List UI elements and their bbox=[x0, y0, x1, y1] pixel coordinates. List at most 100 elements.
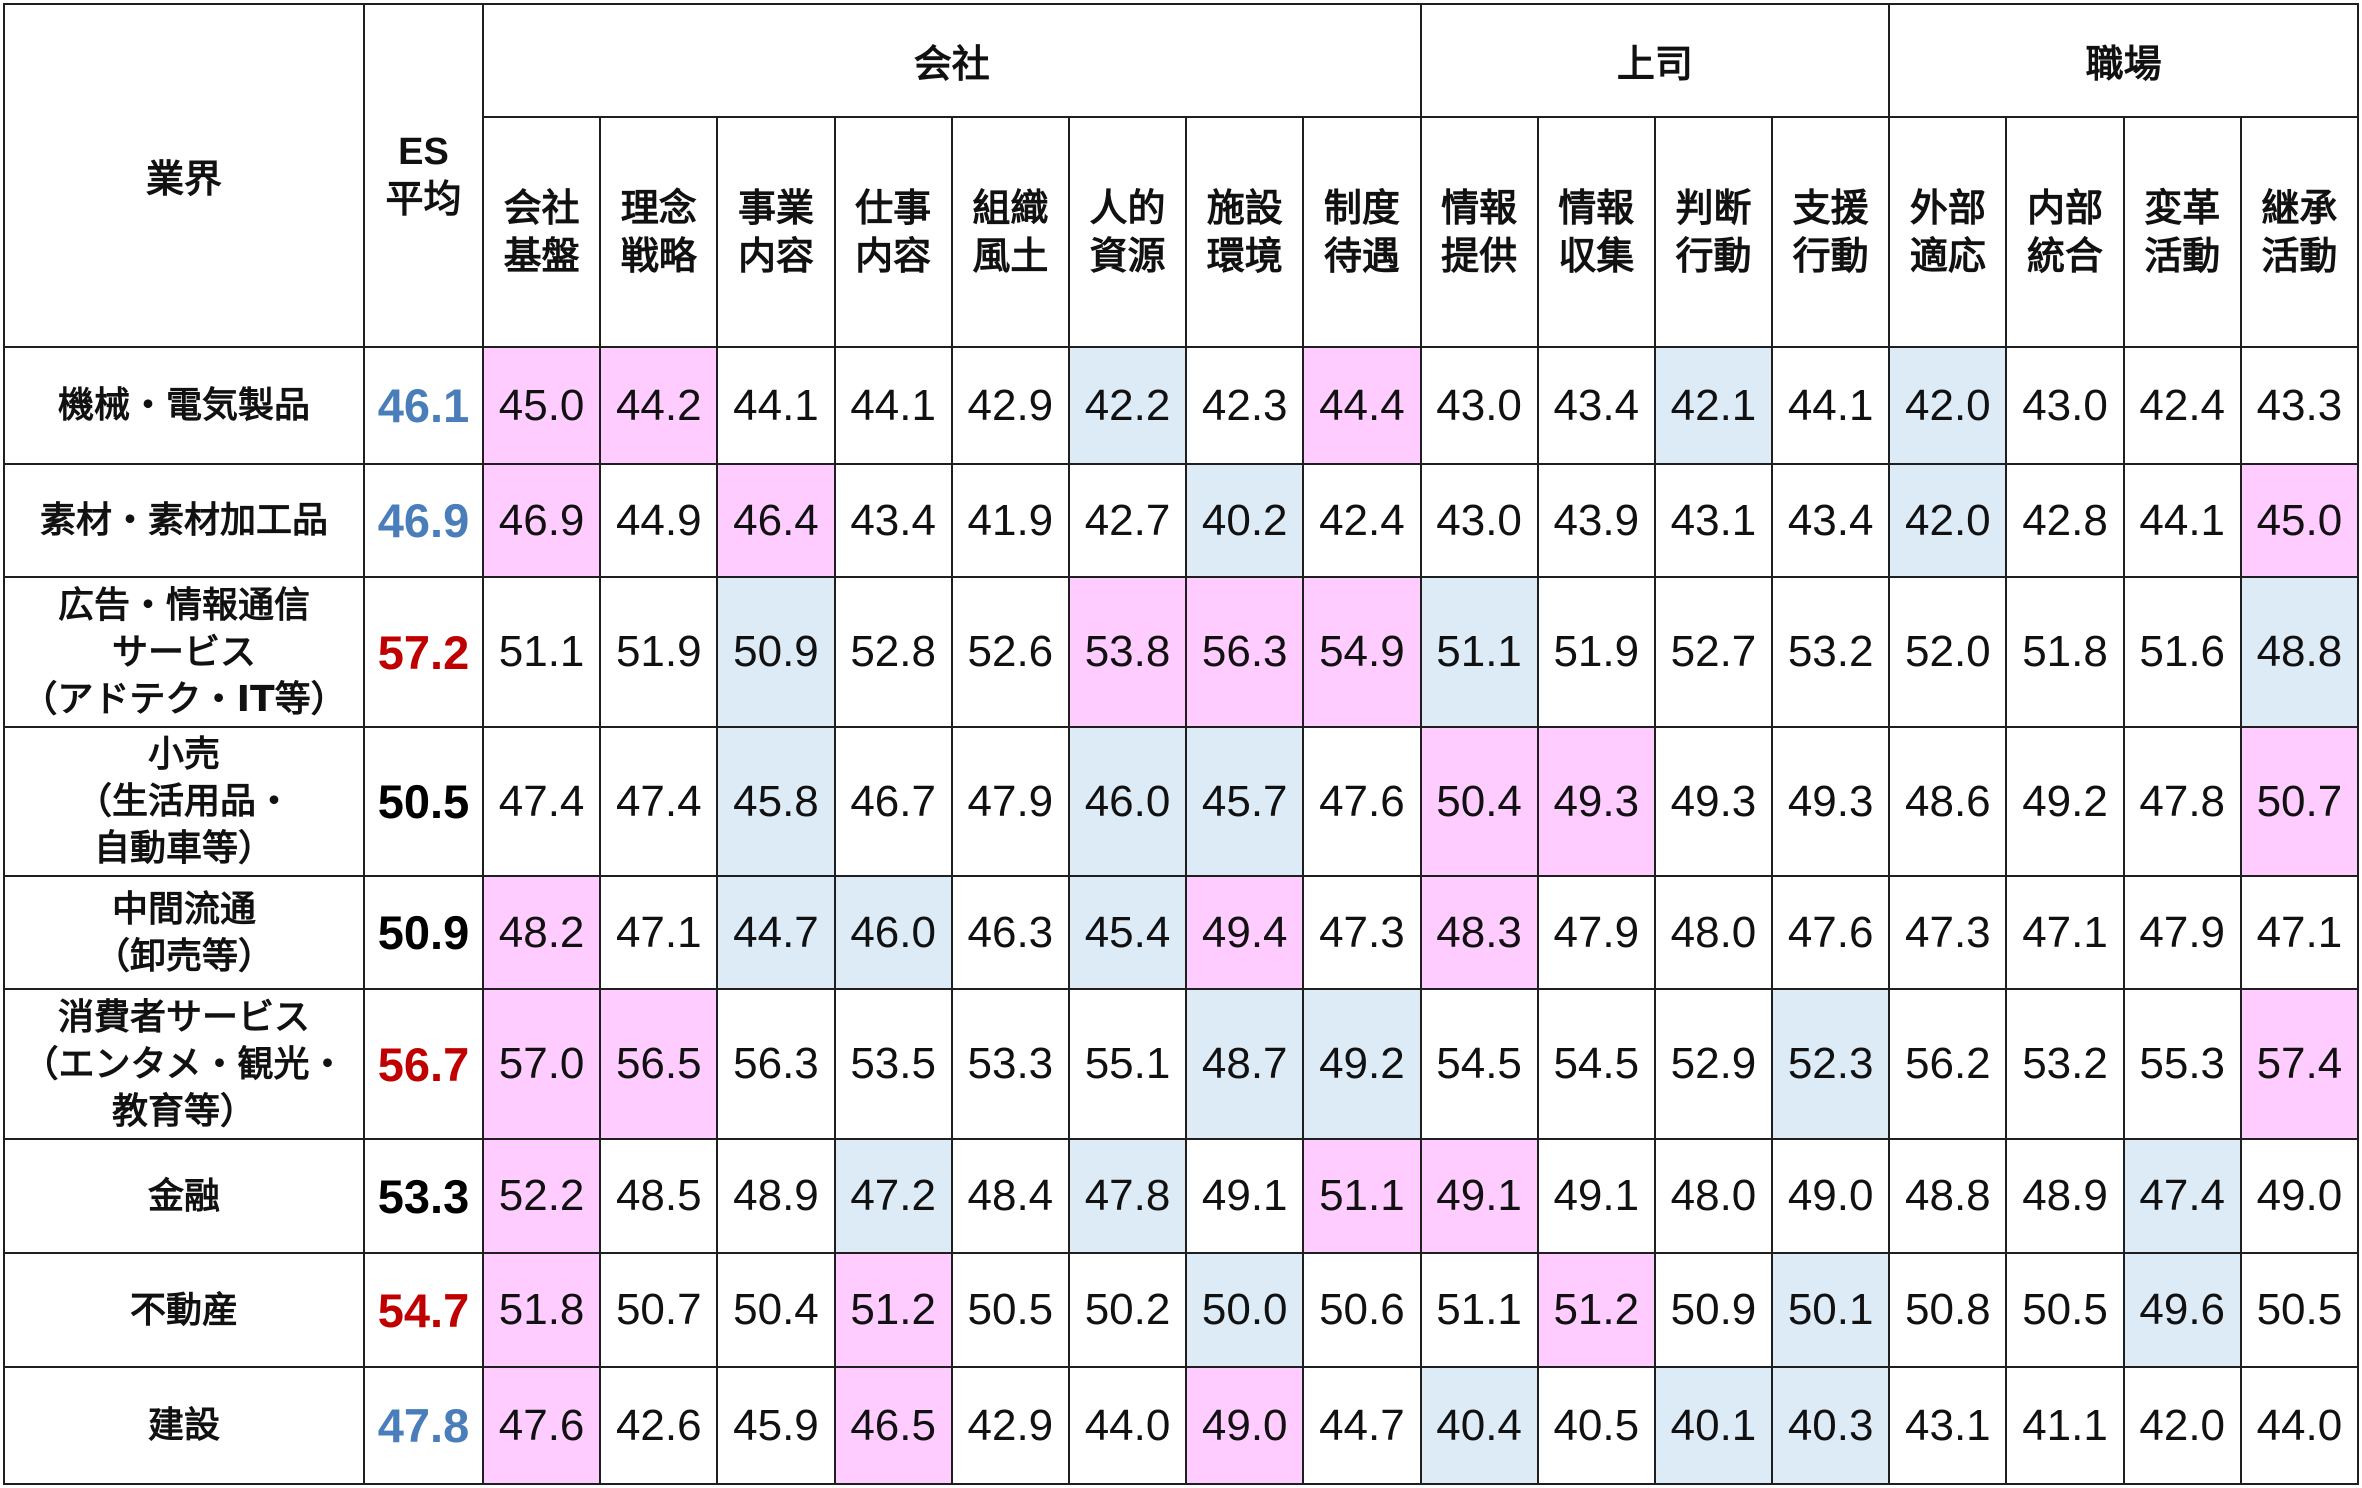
score-cell: 47.9 bbox=[1536, 875, 1656, 990]
score-cell: 48.4 bbox=[950, 1138, 1070, 1254]
group-header-row: 業界 ES 平均 会社 上司 職場 bbox=[3, 3, 2359, 348]
es-average-value: 50.9 bbox=[363, 875, 484, 990]
es-average-value: 46.1 bbox=[363, 346, 484, 465]
score-cell: 45.8 bbox=[716, 726, 836, 877]
score-cell: 47.4 bbox=[2122, 1138, 2242, 1254]
score-cell: 56.5 bbox=[599, 988, 719, 1140]
score-cell: 48.3 bbox=[1419, 875, 1539, 990]
score-cell: 50.7 bbox=[599, 1252, 719, 1368]
score-cell: 43.0 bbox=[1419, 463, 1539, 578]
column-header: 施設 環境 bbox=[1185, 116, 1305, 348]
score-cell: 46.7 bbox=[833, 726, 953, 877]
score-cell: 47.3 bbox=[1888, 875, 2008, 990]
score-cell: 44.7 bbox=[716, 875, 836, 990]
score-cell: 46.0 bbox=[833, 875, 953, 990]
score-cell: 50.8 bbox=[1888, 1252, 2008, 1368]
score-cell: 55.3 bbox=[2122, 988, 2242, 1140]
score-cell: 53.2 bbox=[1771, 576, 1891, 728]
score-cell: 51.1 bbox=[1419, 576, 1539, 728]
industry-label: 不動産 bbox=[3, 1252, 365, 1368]
score-cell: 41.9 bbox=[950, 463, 1070, 578]
score-cell: 45.0 bbox=[481, 346, 602, 465]
score-cell: 50.1 bbox=[1771, 1252, 1891, 1368]
score-cell: 43.1 bbox=[1888, 1366, 2008, 1485]
score-cell: 49.0 bbox=[1771, 1138, 1891, 1254]
score-cell: 46.3 bbox=[950, 875, 1070, 990]
column-header: 理念 戦略 bbox=[599, 116, 719, 348]
score-cell: 43.4 bbox=[833, 463, 953, 578]
score-cell: 51.8 bbox=[2005, 576, 2125, 728]
score-cell: 44.7 bbox=[1302, 1366, 1422, 1485]
column-header: 人的 資源 bbox=[1067, 116, 1188, 348]
score-cell: 48.7 bbox=[1185, 988, 1305, 1140]
score-cell: 42.3 bbox=[1185, 346, 1305, 465]
score-cell: 54.9 bbox=[1302, 576, 1422, 728]
score-cell: 51.1 bbox=[1302, 1138, 1422, 1254]
score-cell: 52.0 bbox=[1888, 576, 2008, 728]
score-cell: 51.1 bbox=[1419, 1252, 1539, 1368]
score-cell: 47.1 bbox=[2005, 875, 2125, 990]
column-header-row: 会社 基盤 理念 戦略 事業 内容 仕事 内容 組織 風土 人的 資源 施設 環… bbox=[4, 116, 2360, 348]
score-cell: 44.0 bbox=[2239, 1366, 2360, 1485]
score-cell: 49.1 bbox=[1536, 1138, 1656, 1254]
score-cell: 43.1 bbox=[1653, 463, 1774, 578]
table-row: 中間流通 （卸売等） 50.9 48.2 47.1 44.7 46.0 46.3 45.4 49… bbox=[3, 875, 2360, 990]
score-cell: 47.2 bbox=[833, 1138, 953, 1254]
score-cell: 47.1 bbox=[2239, 875, 2360, 990]
score-cell: 44.1 bbox=[833, 346, 953, 465]
es-average-value: 56.7 bbox=[363, 988, 484, 1140]
score-cell: 52.7 bbox=[1653, 576, 1774, 728]
score-cell: 50.7 bbox=[2239, 726, 2360, 877]
score-cell: 44.9 bbox=[599, 463, 719, 578]
score-cell: 40.1 bbox=[1653, 1366, 1774, 1485]
score-cell: 53.8 bbox=[1067, 576, 1188, 728]
column-header: 会社 基盤 bbox=[481, 116, 602, 348]
score-cell: 56.2 bbox=[1888, 988, 2008, 1140]
column-header: 組織 風土 bbox=[950, 116, 1070, 348]
score-cell: 44.1 bbox=[1771, 346, 1891, 465]
column-header: 判断 行動 bbox=[1653, 116, 1774, 348]
score-cell: 48.6 bbox=[1888, 726, 2008, 877]
score-cell: 48.0 bbox=[1653, 875, 1774, 990]
score-cell: 45.0 bbox=[2239, 463, 2360, 578]
table-row: 広告・情報通信 サービス （アドテク・IT等） 57.2 51.1 51.9 50.9 5… bbox=[3, 576, 2360, 728]
score-cell: 48.0 bbox=[1653, 1138, 1774, 1254]
es-average-column-header: ES 平均 bbox=[363, 3, 484, 348]
score-cell: 49.0 bbox=[1185, 1366, 1305, 1485]
table-body: 機械・電気製品 46.1 45.0 44.2 44.1 44.1 42.9 42.2 42.3 4… bbox=[3, 346, 2360, 1485]
score-cell: 52.2 bbox=[481, 1138, 602, 1254]
group-header-company: 会社 bbox=[482, 3, 1422, 118]
score-cell: 42.0 bbox=[1888, 346, 2008, 465]
es-average-value: 50.5 bbox=[363, 726, 484, 877]
score-cell: 49.3 bbox=[1771, 726, 1891, 877]
score-cell: 56.3 bbox=[716, 988, 836, 1140]
score-cell: 50.2 bbox=[1067, 1252, 1188, 1368]
score-cell: 42.9 bbox=[950, 346, 1070, 465]
score-cell: 50.9 bbox=[1653, 1252, 1774, 1368]
score-cell: 43.0 bbox=[2005, 346, 2125, 465]
score-cell: 45.4 bbox=[1067, 875, 1188, 990]
score-cell: 42.1 bbox=[1653, 346, 1774, 465]
score-cell: 44.4 bbox=[1302, 346, 1422, 465]
score-cell: 40.5 bbox=[1536, 1366, 1656, 1485]
score-cell: 42.4 bbox=[1302, 463, 1422, 578]
score-cell: 42.8 bbox=[2005, 463, 2125, 578]
score-cell: 52.3 bbox=[1771, 988, 1891, 1140]
score-cell: 52.6 bbox=[950, 576, 1070, 728]
industry-label: 素材・素材加工品 bbox=[3, 463, 365, 578]
score-cell: 49.1 bbox=[1185, 1138, 1305, 1254]
table-row: 小売 （生活用品・ 自動車等） 50.5 47.4 47.4 45.8 46.7 47.9 4… bbox=[3, 726, 2360, 877]
score-cell: 50.5 bbox=[2005, 1252, 2125, 1368]
score-cell: 47.4 bbox=[481, 726, 602, 877]
score-cell: 45.7 bbox=[1185, 726, 1305, 877]
group-header-boss: 上司 bbox=[1419, 3, 1891, 118]
score-cell: 42.0 bbox=[1888, 463, 2008, 578]
table-row: 建設 47.8 47.6 42.6 45.9 46.5 42.9 44.0 49.0 44.7 40… bbox=[3, 1366, 2360, 1485]
score-cell: 40.2 bbox=[1185, 463, 1305, 578]
score-cell: 52.8 bbox=[833, 576, 953, 728]
es-average-value: 46.9 bbox=[363, 463, 484, 578]
score-cell: 51.9 bbox=[599, 576, 719, 728]
table-row: 素材・素材加工品 46.9 46.9 44.9 46.4 43.4 41.9 42.7 40.2… bbox=[3, 463, 2360, 578]
score-cell: 44.2 bbox=[599, 346, 719, 465]
score-cell: 42.9 bbox=[950, 1366, 1070, 1485]
